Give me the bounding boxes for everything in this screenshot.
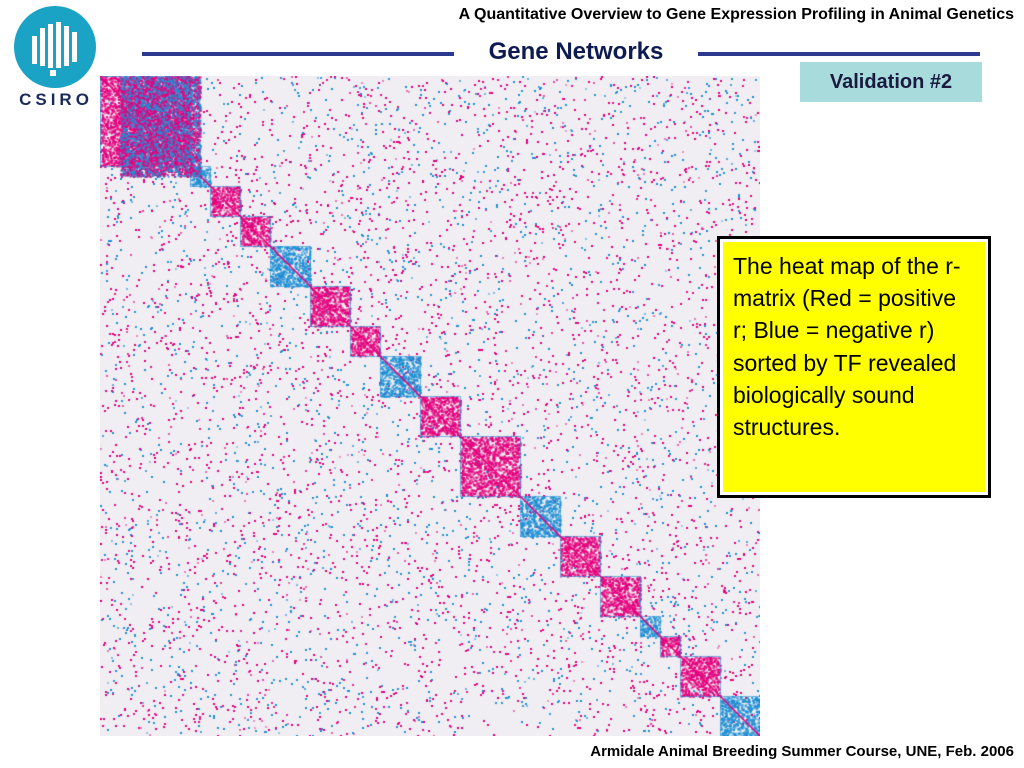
csiro-logo-emblem: [14, 6, 96, 88]
footer-text: Armidale Animal Breeding Summer Course, …: [590, 743, 1014, 760]
callout-text: The heat map of the r-matrix (Red = posi…: [720, 239, 988, 495]
csiro-logo: CSIRO: [8, 6, 104, 110]
correlation-heatmap: [100, 76, 760, 736]
section-title: Gene Networks: [488, 38, 664, 65]
presentation-title: A Quantitative Overview to Gene Expressi…: [458, 6, 1014, 23]
title-rule-left: [142, 52, 454, 56]
australia-map-icon: [32, 22, 77, 76]
callout-box: The heat map of the r-matrix (Red = posi…: [717, 236, 991, 498]
heatmap-canvas: [100, 76, 760, 736]
csiro-logo-text: CSIRO: [19, 90, 93, 109]
title-rule-right: [698, 52, 980, 56]
validation-badge: Validation #2: [800, 62, 982, 102]
